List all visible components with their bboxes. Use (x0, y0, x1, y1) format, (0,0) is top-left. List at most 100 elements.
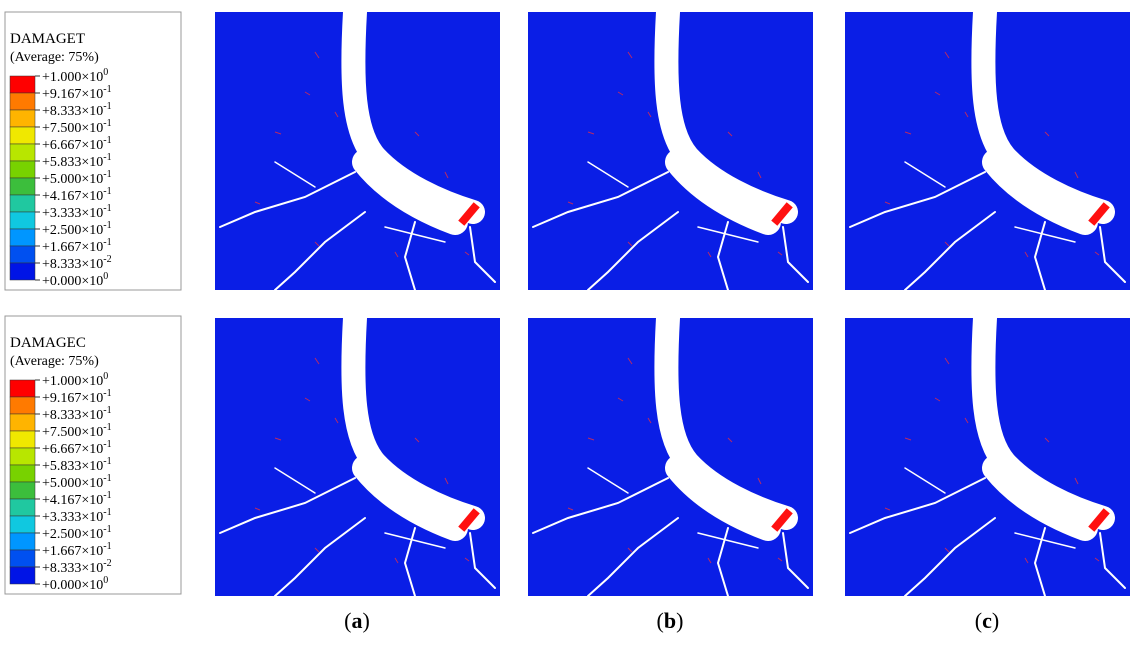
legend-label: +5.833×10-1 (42, 456, 112, 474)
label-text: +1.667×10 (42, 240, 103, 255)
legend-label: +3.333×10-1 (42, 507, 112, 525)
color-swatch (9, 160, 36, 179)
label-text: +8.333×10 (42, 561, 103, 576)
label-exponent: 0 (103, 575, 108, 586)
label-part: ( (344, 608, 351, 633)
color-swatch (9, 109, 36, 128)
label-part: ) (363, 608, 370, 633)
label-exponent: -1 (103, 186, 111, 197)
color-swatch (9, 379, 36, 398)
color-swatch (9, 126, 36, 145)
simulation-image (845, 12, 1130, 290)
label-text: +4.167×10 (42, 493, 103, 508)
label-exponent: -1 (103, 541, 111, 552)
legend-subtitle: (Average: 75%) (10, 50, 99, 65)
legend-label: +8.333×10-2 (42, 558, 112, 576)
color-swatch (9, 92, 36, 111)
legend-label: +7.500×10-1 (42, 118, 112, 136)
legend-label: +0.000×100 (42, 575, 108, 593)
label-text: +9.167×10 (42, 87, 103, 102)
label-text: +6.667×10 (42, 138, 103, 153)
label-exponent: -1 (103, 388, 111, 399)
label-exponent: 0 (103, 67, 108, 78)
label-part: b (664, 608, 676, 633)
label-text: +5.833×10 (42, 459, 103, 474)
panel-label: (b) (657, 608, 684, 633)
label-text: +0.000×10 (42, 578, 103, 593)
color-swatch (9, 143, 36, 162)
label-text: +2.500×10 (42, 223, 103, 238)
label-exponent: -1 (103, 169, 111, 180)
legend-label: +5.000×10-1 (42, 169, 112, 187)
label-part: ) (676, 608, 683, 633)
simulation-image (845, 318, 1130, 596)
simulation-image (528, 318, 813, 596)
legend-label: +3.333×10-1 (42, 203, 112, 221)
label-text: +8.333×10 (42, 257, 103, 272)
label-exponent: -1 (103, 118, 111, 129)
label-text: +3.333×10 (42, 510, 103, 525)
label-text: +4.167×10 (42, 189, 103, 204)
label-exponent: -1 (103, 84, 111, 95)
label-part: c (982, 608, 992, 633)
label-exponent: 0 (103, 371, 108, 382)
label-part: ( (657, 608, 664, 633)
label-text: +7.500×10 (42, 425, 103, 440)
legend-label: +2.500×10-1 (42, 524, 112, 542)
legend-label: +4.167×10-1 (42, 490, 112, 508)
label-exponent: -1 (103, 507, 111, 518)
color-swatch (9, 532, 36, 551)
legend-title: DAMAGET (10, 31, 85, 47)
label-text: +7.500×10 (42, 121, 103, 136)
label-exponent: -1 (103, 237, 111, 248)
legend-label: +6.667×10-1 (42, 135, 112, 153)
color-swatch (9, 498, 36, 517)
color-swatch (9, 481, 36, 500)
legend-label: +4.167×10-1 (42, 186, 112, 204)
simulation-image (215, 12, 500, 290)
legend-label: +0.000×100 (42, 271, 108, 289)
legend-label: +9.167×10-1 (42, 84, 112, 102)
label-part: ) (992, 608, 999, 633)
panel-label: (a) (344, 608, 370, 633)
legend-label: +8.333×10-1 (42, 101, 112, 119)
color-swatch (9, 396, 36, 415)
legend-label: +2.500×10-1 (42, 220, 112, 238)
label-part: ( (975, 608, 982, 633)
label-text: +6.667×10 (42, 442, 103, 457)
legend: DAMAGET(Average: 75%)+1.000×100+9.167×10… (4, 11, 182, 291)
label-exponent: -1 (103, 405, 111, 416)
label-exponent: -1 (103, 524, 111, 535)
label-exponent: -1 (103, 422, 111, 433)
legend-label: +9.167×10-1 (42, 388, 112, 406)
color-swatch (9, 464, 36, 483)
label-exponent: -1 (103, 203, 111, 214)
color-swatch (9, 75, 36, 94)
legend: DAMAGEC(Average: 75%)+1.000×100+9.167×10… (4, 315, 182, 595)
label-text: +5.000×10 (42, 476, 103, 491)
color-swatch (9, 566, 36, 585)
label-text: +1.000×10 (42, 374, 103, 389)
legend-label: +8.333×10-1 (42, 405, 112, 423)
legend-label: +1.667×10-1 (42, 237, 112, 255)
label-text: +8.333×10 (42, 104, 103, 119)
label-exponent: -1 (103, 473, 111, 484)
legend-title: DAMAGEC (10, 335, 86, 351)
legend-label: +1.000×100 (42, 67, 108, 85)
label-text: +2.500×10 (42, 527, 103, 542)
label-exponent: -1 (103, 456, 111, 467)
label-text: +0.000×10 (42, 274, 103, 289)
color-swatch (9, 549, 36, 568)
label-exponent: -2 (103, 254, 111, 265)
color-swatch (9, 447, 36, 466)
label-exponent: 0 (103, 271, 108, 282)
legend-label: +1.667×10-1 (42, 541, 112, 559)
label-exponent: -1 (103, 152, 111, 163)
label-text: +5.833×10 (42, 155, 103, 170)
legend-label: +5.000×10-1 (42, 473, 112, 491)
panel-label: (c) (975, 608, 999, 633)
color-swatch (9, 211, 36, 230)
label-exponent: -1 (103, 101, 111, 112)
label-exponent: -1 (103, 490, 111, 501)
